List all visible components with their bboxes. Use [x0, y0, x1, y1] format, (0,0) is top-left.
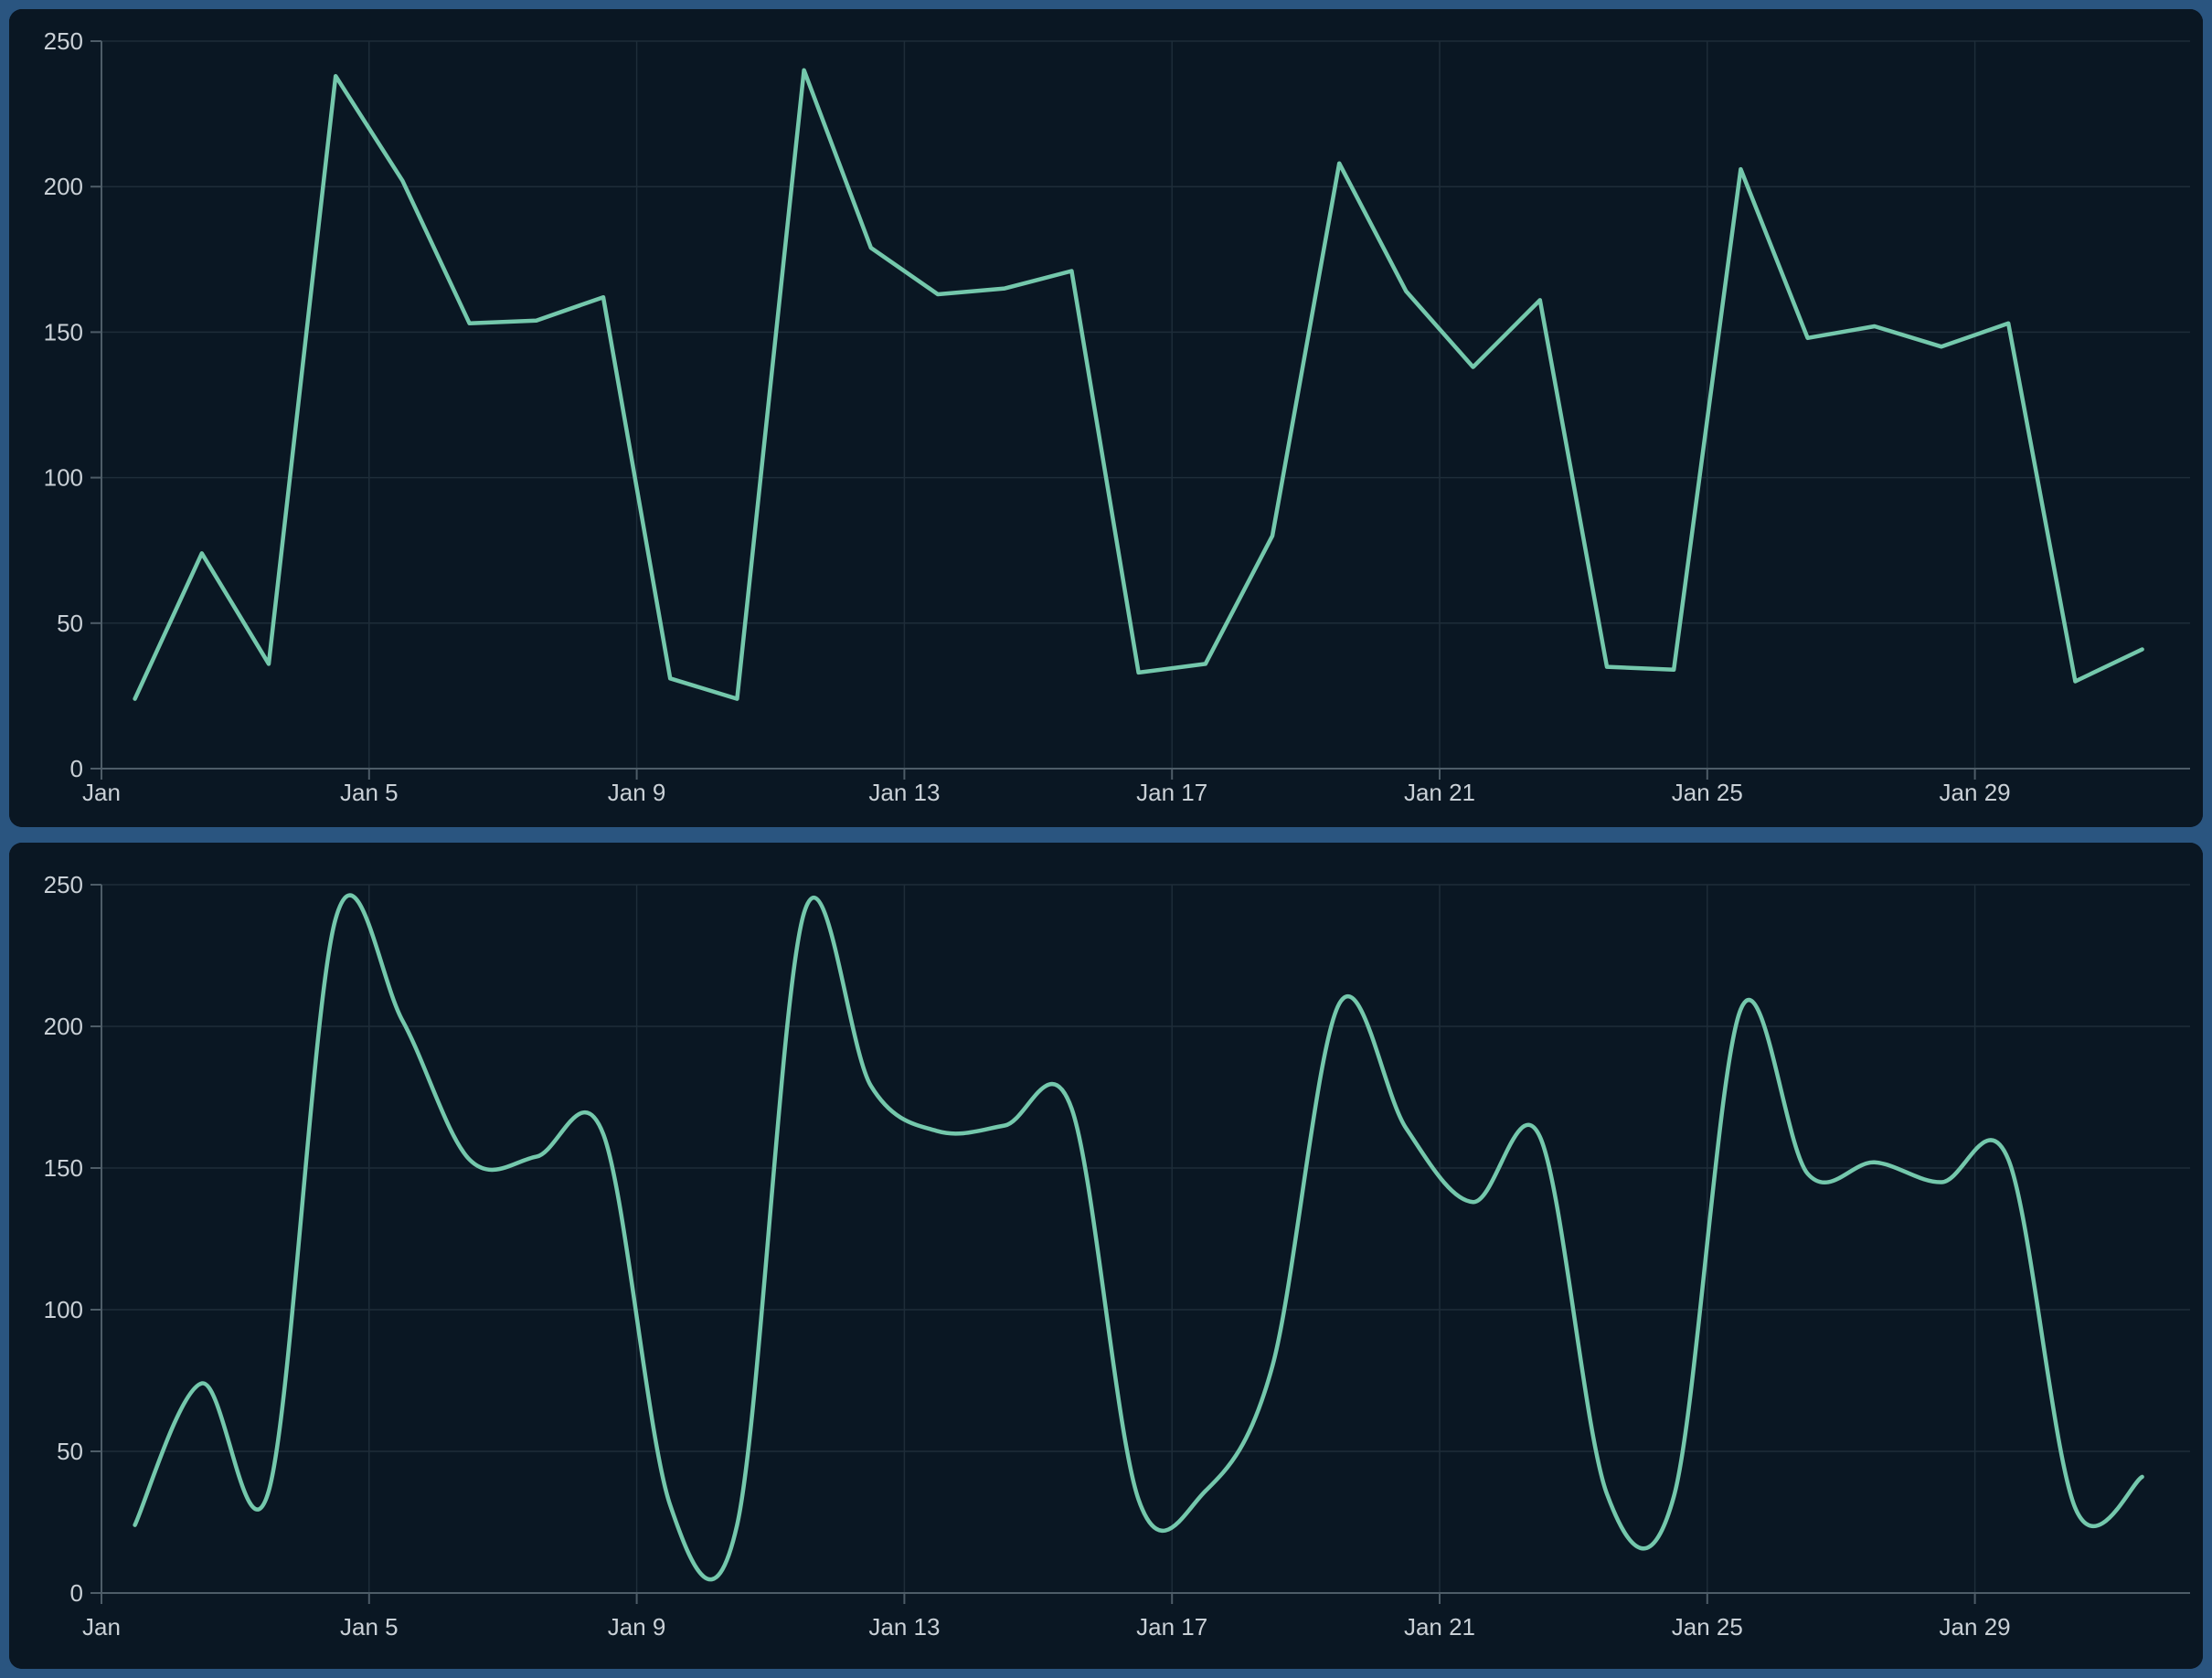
y-axis-label: 150: [44, 1154, 83, 1182]
linear-line-chart-panel: 0 50 100 150 200 250 Jan Jan 5 Jan 9 Jan 13 Jan 17…: [9, 9, 2203, 827]
x-axis-label: Jan 9: [608, 1613, 666, 1641]
y-axis-label: 50: [57, 1438, 83, 1465]
x-axis-label: Jan 25: [1672, 779, 1743, 806]
linear-series-line: [133, 68, 2144, 701]
x-axis-label: Jan 29: [1940, 779, 2011, 806]
x-axis-label: Jan: [82, 779, 121, 806]
y-axis-label: 100: [44, 464, 83, 492]
x-axis-label: Jan 9: [608, 779, 666, 806]
y-axis-label: 0: [70, 1579, 83, 1607]
smooth-line-chart[interactable]: 0 50 100 150 200 250 Jan Jan 5 Jan 9 Jan 13 Jan 17…: [9, 843, 2203, 1669]
x-axis-label: Jan 13: [868, 779, 940, 806]
x-axis-label: Jan 29: [1940, 1613, 2011, 1641]
smooth-series-line: [133, 893, 2144, 1582]
y-axis-label: 250: [44, 871, 83, 898]
x-axis-label: Jan 25: [1672, 1613, 1743, 1641]
smooth-line-chart-panel: 0 50 100 150 200 250 Jan Jan 5 Jan 9 Jan 13 Jan 17…: [9, 843, 2203, 1669]
x-axis-label: Jan 5: [340, 779, 399, 806]
x-axis-label: Jan 17: [1136, 779, 1207, 806]
linear-line-chart[interactable]: 0 50 100 150 200 250 Jan Jan 5 Jan 9 Jan 13 Jan 17…: [9, 9, 2203, 827]
x-axis-label: Jan: [82, 1613, 121, 1641]
y-axis-label: 200: [44, 173, 83, 200]
y-axis-label: 100: [44, 1296, 83, 1323]
x-axis-label: Jan 17: [1136, 1613, 1207, 1641]
y-axis-label: 0: [70, 755, 83, 782]
x-axis-label: Jan 21: [1404, 779, 1475, 806]
y-axis-label: 50: [57, 610, 83, 637]
y-axis-label: 200: [44, 1013, 83, 1040]
x-axis-label: Jan 13: [868, 1613, 940, 1641]
x-axis-label: Jan 5: [340, 1613, 399, 1641]
x-axis-label: Jan 21: [1404, 1613, 1475, 1641]
y-axis-label: 150: [44, 318, 83, 345]
y-axis-label: 250: [44, 27, 83, 55]
